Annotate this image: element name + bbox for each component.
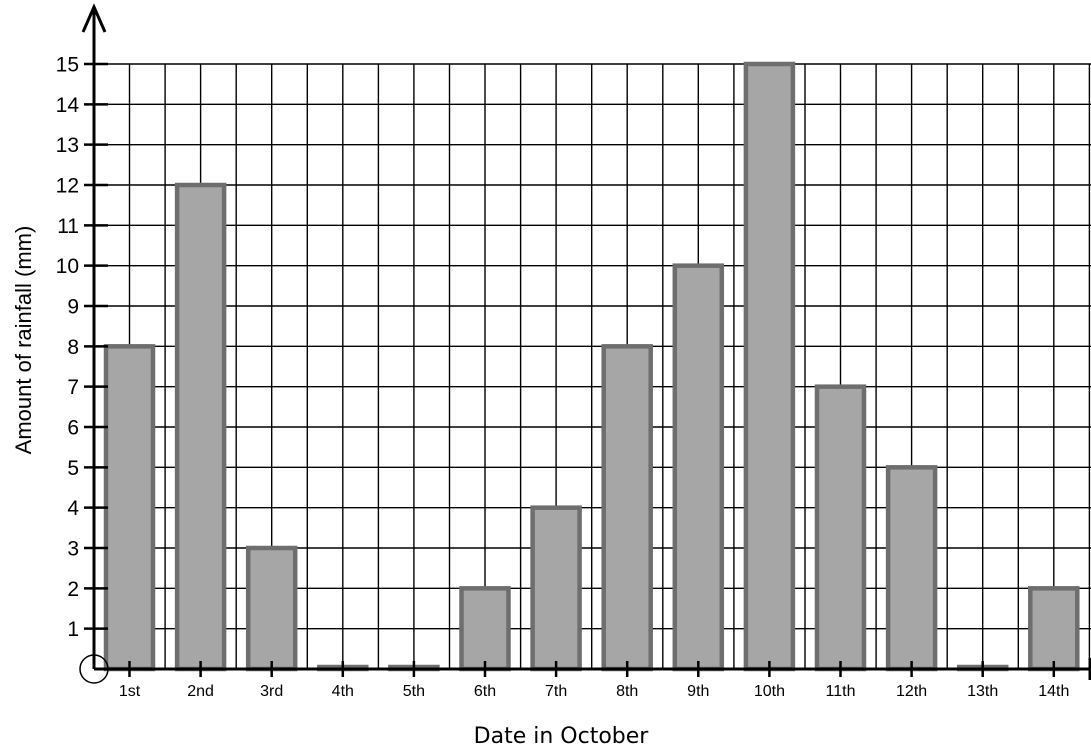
bar-2nd [174, 182, 227, 672]
y-axis-arrowhead [81, 3, 107, 33]
y-tick-label: 7 [67, 376, 79, 399]
y-tick-label: 6 [67, 417, 79, 440]
bars [103, 61, 1080, 672]
origin-circle [79, 654, 109, 684]
grid [94, 63, 1091, 669]
x-tick-label: 9th [687, 683, 709, 700]
x-tick-label: 7th [545, 683, 567, 700]
bar-8th [601, 344, 653, 672]
y-tick-label: 13 [56, 134, 79, 157]
x-tick-label: 5th [403, 683, 425, 700]
bar-7th [530, 505, 582, 672]
y-tick-label: 3 [67, 538, 79, 561]
y-tick-label: 1 [67, 618, 79, 641]
x-tick-label: 1st [119, 683, 141, 700]
y-tick-label: 12 [56, 175, 79, 198]
y-tick-label: 10 [56, 255, 79, 278]
y-tick-label: 9 [67, 296, 79, 319]
bar-11th [814, 384, 867, 672]
x-tick-label: 8th [616, 683, 638, 700]
bar-9th [672, 263, 725, 672]
bar-10th [743, 61, 796, 672]
x-tick-label: 12th [896, 683, 927, 700]
y-axis-label: Amount of rainfall (mm) [11, 226, 36, 455]
x-tick-label: 14th [1038, 683, 1069, 700]
y-tick-label: 8 [67, 336, 79, 359]
x-tick-label: 13th [967, 683, 998, 700]
bar-3rd [245, 545, 298, 672]
y-tick-label: 14 [56, 94, 80, 117]
axes [79, 3, 1091, 684]
x-tick-label: 3rd [260, 683, 283, 700]
x-tick-label: 2nd [187, 683, 214, 700]
y-tick-label: 2 [67, 578, 79, 601]
x-tick-label: 10th [754, 683, 785, 700]
x-tick-labels: 1st 2nd 3rd 4th 5th 6th 7th 8th 9th 10th 11th 12th 1… [119, 683, 1070, 700]
y-tick-label: 15 [56, 54, 79, 77]
x-tick-label: 4th [332, 683, 354, 700]
y-tick-label: 11 [57, 215, 79, 238]
bar-6th [459, 586, 511, 672]
y-tick-label: 4 [67, 497, 79, 520]
bar-12th [885, 465, 938, 672]
x-axis-label: Date in October [474, 724, 650, 749]
bar-1st [103, 344, 156, 672]
x-tick-label: 6th [474, 683, 496, 700]
bar-14th [1028, 586, 1080, 672]
x-tick-label: 11th [826, 683, 856, 700]
y-tick-label: 5 [67, 457, 79, 480]
